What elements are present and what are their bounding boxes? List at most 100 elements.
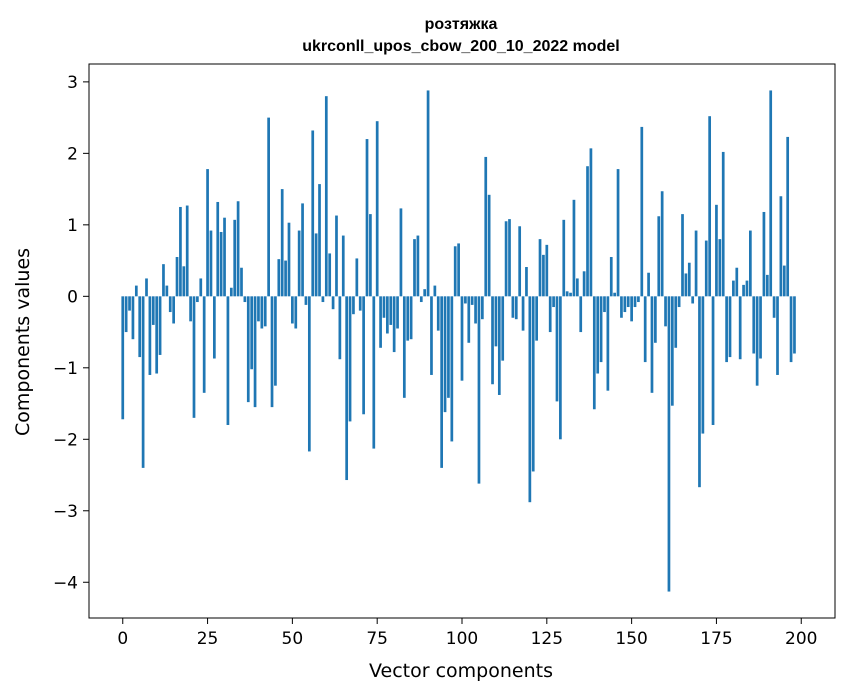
- bar-56: [311, 130, 315, 297]
- x-tick-label: 150: [615, 629, 647, 649]
- bar-96: [447, 296, 450, 398]
- y-tick-label: 2: [67, 144, 78, 164]
- bar-8: [148, 296, 152, 375]
- bar-62: [331, 296, 335, 310]
- bar-147: [620, 296, 623, 318]
- bar-108: [487, 194, 491, 297]
- bar-111: [497, 296, 501, 395]
- plot-frame: [88, 63, 836, 619]
- bar-194: [779, 196, 783, 297]
- chart-title: розтяжка: [425, 16, 498, 33]
- bar-41: [260, 296, 264, 329]
- bar-172: [704, 240, 708, 297]
- bar-7: [145, 278, 148, 297]
- bar-106: [480, 296, 484, 320]
- y-tick-label: −1: [53, 359, 78, 379]
- bar-189: [762, 211, 766, 297]
- bar-32: [229, 287, 233, 297]
- bar-154: [643, 296, 647, 363]
- bar-164: [677, 296, 681, 308]
- bar-90: [426, 90, 430, 297]
- bar-177: [721, 151, 725, 297]
- bar-127: [552, 296, 555, 308]
- bar-86: [413, 239, 416, 297]
- bar-58: [318, 184, 321, 297]
- bar-79: [389, 296, 393, 325]
- x-axis-ticks: 0 25 50 75 100 125 150 175 200: [117, 618, 817, 649]
- bar-45: [274, 296, 277, 386]
- x-tick-label: 0: [117, 629, 128, 649]
- bar-110: [494, 296, 498, 347]
- bar-139: [592, 296, 596, 410]
- bar-100: [460, 296, 464, 381]
- bar-141: [599, 296, 603, 363]
- bar-131: [565, 291, 569, 297]
- bar-195: [782, 265, 786, 297]
- y-tick-label: 0: [67, 287, 78, 307]
- bar-23: [199, 278, 203, 297]
- bar-34: [236, 201, 240, 297]
- bar-140: [596, 296, 600, 374]
- y-tick-label: 1: [67, 216, 78, 236]
- y-tick-label: −4: [53, 573, 78, 593]
- bar-36: [243, 296, 247, 303]
- bar-60: [324, 96, 328, 297]
- bar-91: [430, 296, 433, 375]
- bar-21: [192, 296, 196, 418]
- bar-137: [586, 166, 589, 297]
- bar-170: [698, 296, 701, 488]
- bar-130: [562, 219, 566, 297]
- bar-77: [382, 296, 386, 318]
- bar-10: [155, 296, 159, 374]
- bar-159: [660, 191, 664, 297]
- bar-15: [172, 296, 175, 324]
- bar-142: [603, 296, 606, 313]
- bar-181: [735, 267, 739, 297]
- bar-47: [280, 189, 284, 297]
- x-tick-label: 175: [700, 629, 732, 649]
- y-tick-label: −2: [53, 430, 78, 450]
- x-tick-label: 75: [366, 629, 388, 649]
- bar-188: [759, 296, 762, 359]
- bar-50: [291, 296, 294, 324]
- y-axis-label: Components values: [12, 248, 34, 436]
- bar-148: [623, 296, 627, 313]
- chart-subtitle: ukrconll_upos_cbow_200_10_2022 model: [302, 38, 619, 55]
- bar-69: [355, 258, 359, 297]
- x-tick-label: 200: [785, 629, 817, 649]
- bar-27: [212, 296, 216, 359]
- bar-75: [375, 121, 379, 297]
- bar-145: [613, 292, 617, 297]
- bar-98: [453, 246, 457, 297]
- bar-107: [484, 156, 488, 297]
- bar-114: [508, 219, 511, 297]
- bar-74: [372, 296, 376, 449]
- x-tick-label: 100: [446, 629, 478, 649]
- bar-136: [582, 271, 586, 297]
- bar-161: [667, 296, 671, 592]
- bar-44: [270, 296, 274, 408]
- y-tick-label: 3: [67, 73, 78, 93]
- bar-118: [521, 296, 525, 331]
- bar-42: [263, 296, 267, 327]
- bar-132: [569, 292, 572, 297]
- bar-186: [752, 296, 756, 354]
- bar-26: [209, 230, 213, 297]
- bar-51: [294, 296, 298, 329]
- bar-2: [128, 296, 131, 311]
- bar-180: [732, 280, 735, 297]
- bar-175: [715, 204, 718, 297]
- bar-17: [179, 206, 182, 297]
- bar-59: [321, 296, 325, 303]
- x-tick-label: 125: [531, 629, 563, 649]
- bar-129: [559, 296, 562, 440]
- bar-176: [718, 239, 722, 297]
- bar-72: [365, 139, 369, 297]
- bar-46: [277, 259, 281, 297]
- bar-57: [314, 233, 318, 297]
- bar-165: [681, 214, 684, 297]
- bar-178: [725, 296, 728, 363]
- bar-53: [301, 203, 304, 297]
- bar-9: [151, 296, 155, 325]
